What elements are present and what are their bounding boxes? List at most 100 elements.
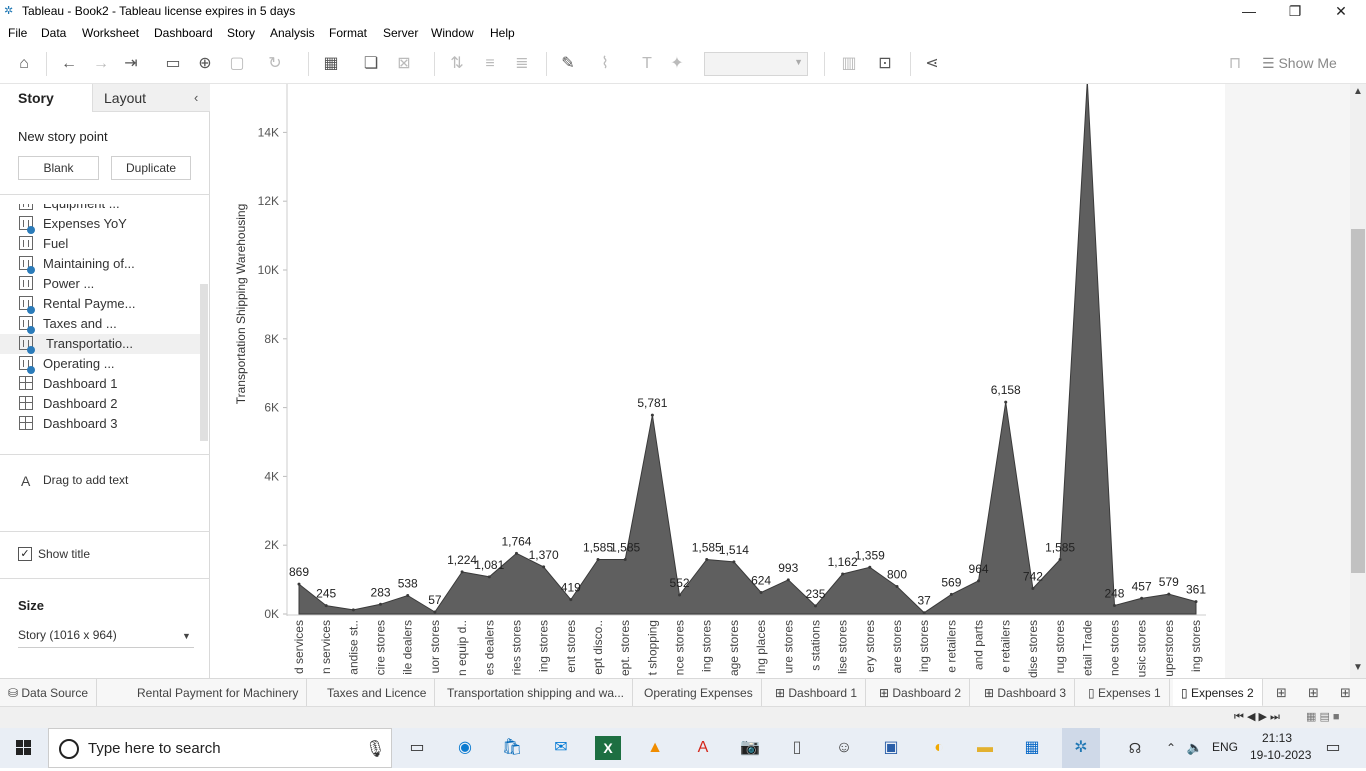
- data-point[interactable]: [433, 610, 437, 614]
- excel-icon[interactable]: X: [595, 736, 621, 760]
- share-icon[interactable]: ⋖: [925, 55, 939, 72]
- data-point[interactable]: [514, 551, 518, 555]
- sheet-tab[interactable]: ⊞ Dashboard 1: [767, 679, 867, 707]
- menu-format[interactable]: Format: [329, 26, 368, 40]
- sheet-list-item[interactable]: Dashboard 3: [0, 414, 200, 434]
- view-mode-icons[interactable]: ▦ ▤ ■: [1306, 711, 1340, 723]
- remote-desktop-icon[interactable]: ▣: [883, 739, 899, 756]
- camera-icon[interactable]: 📷: [740, 739, 760, 756]
- clear-sheet-icon[interactable]: ⊠: [397, 55, 411, 72]
- store-icon[interactable]: 🛍: [501, 739, 523, 756]
- sheet-list-item[interactable]: Fuel: [0, 234, 200, 254]
- redo-icon[interactable]: →: [93, 55, 109, 72]
- save-icon[interactable]: ▭: [165, 55, 181, 72]
- sort-descending-icon[interactable]: ≣: [515, 55, 529, 72]
- sheet-nav-icons[interactable]: ⏮ ◀ ▶ ⏭: [1234, 711, 1280, 723]
- sheet-list-item[interactable]: Expenses YoY: [0, 214, 200, 234]
- file-explorer-icon[interactable]: ▬: [977, 739, 993, 756]
- weather-icon[interactable]: ◐: [934, 739, 944, 756]
- sheet-tab[interactable]: ⊞ Dashboard 3: [976, 679, 1076, 707]
- sheet-list-item[interactable]: Rental Payme...: [0, 294, 200, 314]
- taskbar-search[interactable]: 🎙: [48, 728, 392, 768]
- menu-data[interactable]: Data: [41, 26, 67, 40]
- data-point[interactable]: [1194, 600, 1198, 604]
- drag-to-add-text[interactable]: Drag to add text: [43, 473, 129, 487]
- menu-story[interactable]: Story: [227, 26, 256, 40]
- data-point[interactable]: [596, 557, 600, 561]
- data-point[interactable]: [705, 557, 709, 561]
- edge-icon[interactable]: ◉: [458, 739, 472, 756]
- new-sheet-icon[interactable]: ⊞: [1276, 685, 1287, 700]
- sheet-list-item[interactable]: Dashboard 1: [0, 374, 200, 394]
- restore-button[interactable]: ❐: [1288, 3, 1302, 19]
- close-button[interactable]: ✕: [1335, 3, 1347, 19]
- sheet-tab[interactable]: Transportation shipping and wa...: [439, 679, 633, 707]
- labels-icon[interactable]: T: [642, 55, 652, 72]
- data-point[interactable]: [487, 575, 491, 579]
- task-view-icon[interactable]: ▭: [409, 739, 425, 756]
- group-icon[interactable]: ⌇: [601, 55, 609, 72]
- sheet-list-item[interactable]: Operating ...: [0, 354, 200, 374]
- data-point[interactable]: [732, 560, 736, 564]
- vlc-icon[interactable]: ▲: [647, 739, 663, 756]
- data-point[interactable]: [650, 413, 654, 417]
- data-point[interactable]: [1140, 596, 1144, 600]
- presentation-mode-icon[interactable]: ⊡: [878, 55, 892, 72]
- undo-icon[interactable]: ←: [61, 55, 77, 72]
- data-point[interactable]: [406, 593, 410, 597]
- sheet-list-item[interactable]: Taxes and ...: [0, 314, 200, 334]
- fit-select[interactable]: ▼: [704, 52, 808, 76]
- tray-chevron-icon[interactable]: ⌃: [1165, 741, 1177, 755]
- data-point[interactable]: [813, 604, 817, 608]
- sheet-tab[interactable]: Operating Expenses: [636, 679, 762, 707]
- calendar-icon[interactable]: ▦: [1024, 739, 1040, 756]
- language-indicator[interactable]: ENG: [1212, 740, 1239, 754]
- sheet-tab[interactable]: ⛁ Data Source: [0, 679, 98, 707]
- data-point[interactable]: [786, 578, 790, 582]
- pause-updates-icon[interactable]: ▢: [229, 55, 245, 72]
- data-point[interactable]: [1112, 603, 1116, 607]
- data-point[interactable]: [324, 604, 328, 608]
- sheet-list-item[interactable]: Equipment ...: [0, 204, 200, 214]
- menu-window[interactable]: Window: [431, 26, 474, 40]
- tableau-taskbar-icon[interactable]: ✲: [1062, 728, 1100, 768]
- data-point[interactable]: [623, 557, 627, 561]
- paint-icon[interactable]: ⊓: [1228, 55, 1242, 72]
- sheet-tab[interactable]: ⊞ Dashboard 2: [871, 679, 971, 707]
- new-story-icon[interactable]: ⊞: [1340, 685, 1351, 700]
- data-point[interactable]: [460, 570, 464, 574]
- data-point[interactable]: [678, 593, 682, 597]
- sheet-tab[interactable]: ▯ Expenses 2: [1173, 679, 1263, 707]
- highlight-icon[interactable]: ✎: [561, 55, 575, 72]
- new-dashboard-icon[interactable]: ⊞: [1308, 685, 1319, 700]
- data-point[interactable]: [542, 565, 546, 569]
- menu-file[interactable]: File: [8, 26, 28, 40]
- mail-icon[interactable]: ✉: [554, 739, 568, 756]
- data-point[interactable]: [841, 572, 845, 576]
- sheet-list-item[interactable]: Transportatio...: [0, 334, 200, 354]
- data-point[interactable]: [1031, 586, 1035, 590]
- swap-icon[interactable]: ⇅: [450, 55, 464, 72]
- clock-date[interactable]: 19-10-2023: [1250, 748, 1312, 762]
- data-point[interactable]: [759, 591, 763, 595]
- data-point[interactable]: [895, 584, 899, 588]
- sheet-tab[interactable]: Taxes and Licence: [319, 679, 436, 707]
- duplicate-button[interactable]: Duplicate: [111, 156, 191, 180]
- sheet-tab[interactable]: ▯ Expenses 1: [1080, 679, 1170, 707]
- data-point[interactable]: [922, 611, 926, 615]
- menu-help[interactable]: Help: [490, 26, 515, 40]
- collapse-panel-icon[interactable]: ‹: [194, 90, 199, 105]
- home-icon[interactable]: ⌂: [19, 55, 29, 72]
- duplicate-sheet-icon[interactable]: ❏: [363, 55, 379, 72]
- data-point[interactable]: [949, 592, 953, 596]
- data-point[interactable]: [868, 565, 872, 569]
- tab-story[interactable]: Story: [18, 90, 54, 106]
- data-point[interactable]: [351, 608, 355, 612]
- area-chart[interactable]: Transportation Shipping Warehousing 0K 2K 4…: [211, 84, 1225, 678]
- data-point[interactable]: [297, 582, 301, 586]
- start-button[interactable]: [0, 728, 48, 768]
- acrobat-icon[interactable]: A: [697, 739, 709, 756]
- pin-icon[interactable]: ✦: [670, 55, 684, 72]
- scroll-up-icon[interactable]: ▲: [1353, 86, 1363, 97]
- menu-server[interactable]: Server: [383, 26, 419, 40]
